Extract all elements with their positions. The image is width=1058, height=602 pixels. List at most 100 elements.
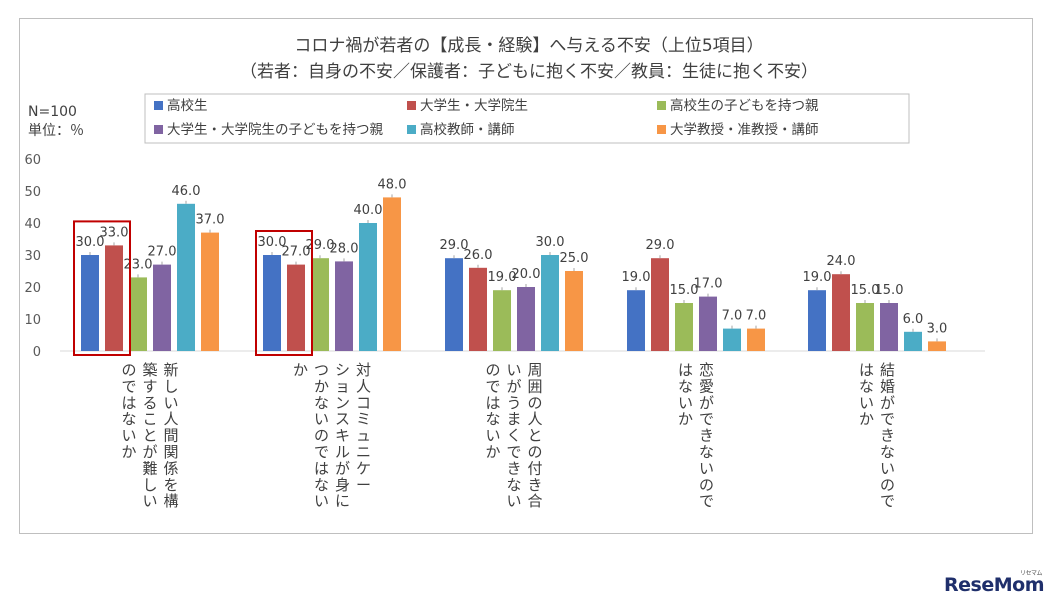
bar: [81, 255, 99, 351]
data-label: 7.0: [722, 309, 743, 324]
category-labels: 新しい人間関係を構築することが難しいのではないか対人コミュニケーションスキルが身…: [121, 361, 895, 510]
bar: [627, 290, 645, 351]
category-label-column: 対人コミュニケー: [356, 361, 371, 494]
category-label-column: 周囲の人との付き合: [527, 361, 542, 510]
y-tick-label: 40: [24, 217, 41, 232]
bar: [335, 261, 353, 351]
highlight-box: [255, 230, 313, 356]
bar: [928, 341, 946, 351]
data-label: 3.0: [927, 321, 948, 336]
bar: [808, 290, 826, 351]
chart-subtitle: （若者：自身の不安／保護者：子どもに抱く不安／教員：生徒に抱く不安）: [240, 62, 818, 82]
data-label: 17.0: [694, 277, 723, 292]
data-label: 46.0: [172, 184, 201, 199]
data-label: 6.0: [903, 312, 924, 327]
data-label: 25.0: [560, 251, 589, 266]
category-label-column: 結婚ができないので: [880, 361, 895, 510]
data-label: 29.0: [440, 238, 469, 253]
bar: [856, 303, 874, 351]
category-label-column: 新しい人間関係を構: [163, 361, 178, 510]
bar: [565, 271, 583, 351]
data-label: 40.0: [354, 203, 383, 218]
data-label: 20.0: [512, 267, 541, 282]
legend-swatch: [154, 101, 163, 110]
highlight-box: [73, 220, 131, 356]
legend-swatch: [657, 125, 666, 134]
bar: [445, 258, 463, 351]
bar: [311, 258, 329, 351]
unit-label: 単位：％: [28, 123, 84, 139]
bar: [129, 277, 147, 351]
y-tick-label: 10: [24, 313, 41, 328]
y-tick-label: 20: [24, 281, 41, 296]
data-label: 19.0: [803, 270, 832, 285]
category-label-column: のではないか: [121, 361, 136, 461]
y-tick-label: 0: [33, 345, 41, 360]
data-label: 15.0: [851, 283, 880, 298]
data-label: 19.0: [622, 270, 651, 285]
bar: [904, 331, 922, 351]
legend-label: 大学生・大学院生: [420, 98, 528, 114]
data-label: 27.0: [148, 245, 177, 260]
legend-swatch: [407, 125, 416, 134]
bar: [287, 264, 305, 351]
category-label-column: のではないか: [485, 361, 500, 461]
data-label: 30.0: [76, 235, 105, 250]
category-label-column: はないか: [859, 361, 874, 428]
legend-label: 大学教授・准教授・講師: [670, 122, 819, 138]
data-label: 23.0: [124, 257, 153, 272]
bar: [201, 232, 219, 351]
resemom-logo: リセマム ReseMom: [944, 570, 1044, 596]
bar: [699, 296, 717, 351]
bar: [383, 197, 401, 351]
data-label: 29.0: [646, 238, 675, 253]
data-label: 27.0: [282, 245, 311, 260]
y-tick-label: 60: [24, 153, 41, 168]
data-label: 7.0: [746, 309, 767, 324]
legend-swatch: [407, 101, 416, 110]
sample-size: N=100: [28, 104, 77, 120]
bar: [832, 274, 850, 351]
resemom-logo-text: ReseMom: [944, 574, 1044, 596]
data-label: 30.0: [536, 235, 565, 250]
data-label: 24.0: [827, 254, 856, 269]
bar: [153, 264, 171, 351]
bar: [263, 255, 281, 351]
bar: [651, 258, 669, 351]
data-label: 30.0: [258, 235, 287, 250]
resemom-logo-kana: リセマム: [1019, 570, 1043, 577]
bar: [541, 255, 559, 351]
bar: [747, 328, 765, 351]
data-label: 26.0: [464, 248, 493, 263]
legend-label: 高校生の子どもを持つ親: [670, 97, 819, 114]
category-label-column: 恋愛ができないので: [699, 361, 714, 510]
category-label-column: はないか: [678, 361, 693, 428]
data-label: 19.0: [488, 270, 517, 285]
bar: [469, 267, 487, 351]
bar: [177, 203, 195, 351]
legend-swatch: [657, 101, 666, 110]
category-label-column: ションスキルが身に: [335, 361, 350, 510]
y-tick-label: 50: [24, 185, 41, 200]
y-tick-label: 30: [24, 249, 41, 264]
bar: [493, 290, 511, 351]
legend-label: 高校生: [167, 97, 208, 114]
highlights: [73, 220, 313, 356]
legend-label: 大学生・大学院生の子どもを持つ親: [167, 122, 383, 138]
bar: [675, 303, 693, 351]
legend-label: 高校教師・講師: [420, 121, 515, 138]
category-label-column: か: [293, 361, 308, 379]
bar: [880, 303, 898, 351]
data-label: 37.0: [196, 213, 225, 228]
y-axis: 0 10 20 30 40 50 60: [24, 153, 41, 360]
legend-swatch: [154, 125, 163, 134]
legend-box: [144, 93, 910, 144]
bars: 30.033.023.027.046.037.030.027.029.028.0…: [76, 177, 948, 351]
data-label: 33.0: [100, 225, 129, 240]
category-label-column: いがうまくできない: [506, 361, 521, 510]
bar: [359, 223, 377, 351]
chart-title: コロナ禍が若者の【成長・経験】へ与える不安（上位5項目）: [294, 36, 763, 56]
data-label: 28.0: [330, 241, 359, 256]
